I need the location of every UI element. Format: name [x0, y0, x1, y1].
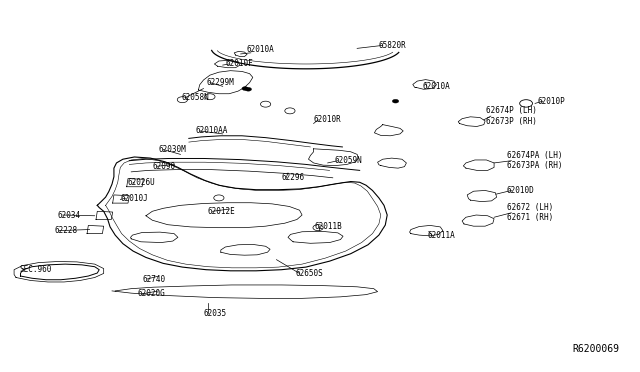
Text: 62010F: 62010F — [226, 60, 253, 68]
Text: 62010J: 62010J — [120, 194, 148, 203]
Text: 62674PA (LH)
62673PA (RH): 62674PA (LH) 62673PA (RH) — [507, 151, 563, 170]
Text: 62296: 62296 — [282, 173, 305, 182]
Text: 62010R: 62010R — [314, 115, 341, 124]
Text: 62020G: 62020G — [138, 289, 165, 298]
Circle shape — [245, 87, 252, 91]
Text: 62058N: 62058N — [181, 93, 209, 102]
Text: R6200069: R6200069 — [573, 344, 620, 354]
Text: 62026U: 62026U — [128, 178, 156, 187]
Text: 62010P: 62010P — [538, 97, 565, 106]
Circle shape — [392, 99, 399, 103]
Text: 62010D: 62010D — [507, 186, 534, 195]
Text: 62090: 62090 — [152, 162, 175, 171]
Text: 62228: 62228 — [54, 226, 77, 235]
Text: 62672 (LH)
62671 (RH): 62672 (LH) 62671 (RH) — [507, 203, 553, 222]
Text: 62012E: 62012E — [208, 207, 236, 216]
Text: 62030M: 62030M — [159, 145, 186, 154]
Text: 62011B: 62011B — [315, 222, 342, 231]
Text: 62010AA: 62010AA — [195, 126, 228, 135]
Text: 65820R: 65820R — [379, 41, 406, 50]
Text: 62059N: 62059N — [334, 156, 362, 165]
Text: 62740: 62740 — [142, 275, 165, 283]
Text: 62299M: 62299M — [206, 78, 234, 87]
Text: 62035: 62035 — [204, 309, 227, 318]
Text: 62650S: 62650S — [296, 269, 323, 278]
Text: 62034: 62034 — [58, 211, 81, 219]
Circle shape — [242, 87, 248, 90]
Text: SEC.960: SEC.960 — [19, 265, 52, 274]
Text: 62010A: 62010A — [246, 45, 274, 54]
Text: 62674P (LH)
62673P (RH): 62674P (LH) 62673P (RH) — [486, 106, 537, 126]
Text: 62011A: 62011A — [428, 231, 455, 240]
Text: 62010A: 62010A — [422, 82, 450, 91]
